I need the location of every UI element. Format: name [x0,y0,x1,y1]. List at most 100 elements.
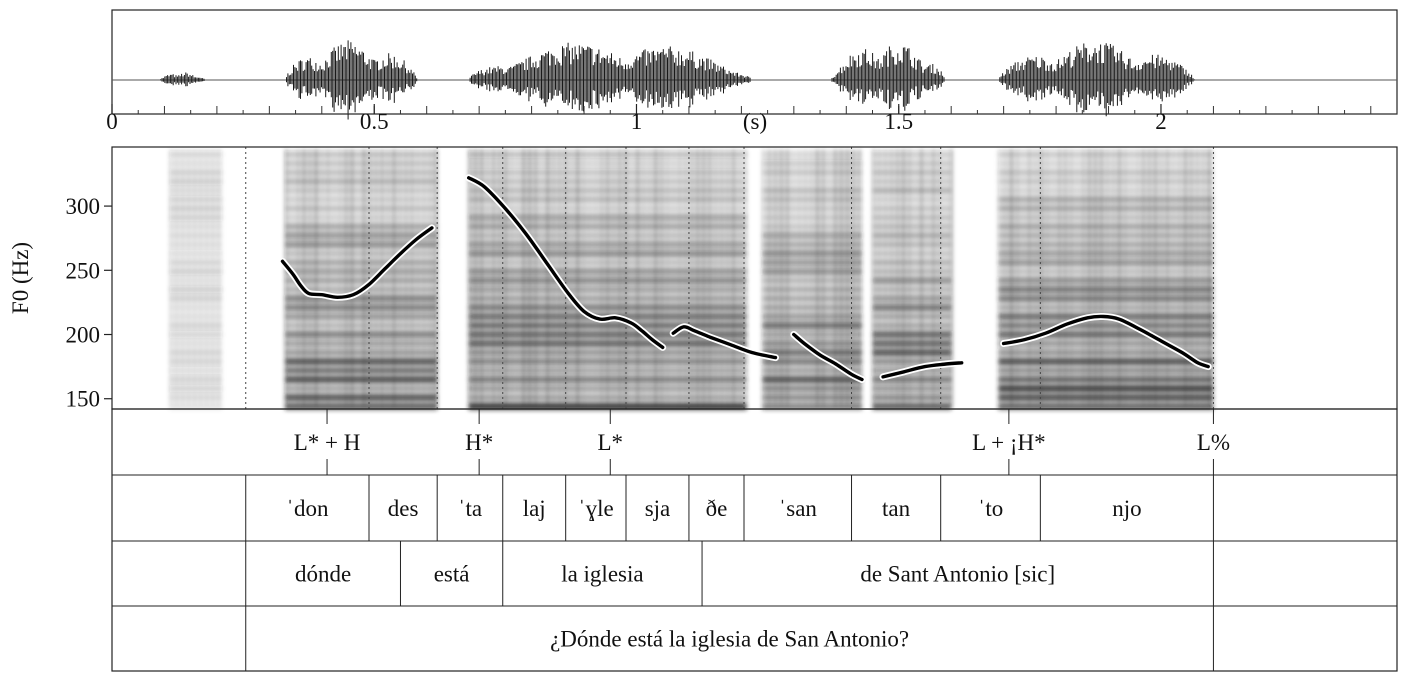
spectrogram-band [285,232,438,239]
time-tick-label: 1 [631,109,643,134]
spectrogram-pulse [387,149,390,407]
spectrogram-pulse [732,149,735,407]
spectrogram-pulse [399,149,402,407]
spectrogram-pulse [217,149,220,407]
spectrogram-pulse [199,149,202,407]
spectrogram-band [872,385,952,392]
spectrogram-band [998,349,1214,356]
spectrogram-pulse [902,149,905,407]
spectrogram-pulse [381,149,384,407]
spectrogram-band [998,151,1214,158]
spectrogram-band [872,151,952,158]
time-tick-label: 0.5 [360,109,389,134]
segment-boundaries [245,147,1214,409]
spectrogram-pulse [1124,149,1127,407]
syllable-label: ˈdon [286,496,329,521]
spectrogram-pulse [315,149,318,407]
spectrogram-pulse [810,149,813,407]
spectrogram-pulse [780,149,783,407]
spectrogram-band [998,259,1214,266]
spectrogram-band [998,367,1214,374]
spectrogram-pulse [1160,149,1163,407]
spectrogram-pulse [351,149,354,407]
spectrogram-pulse [1184,149,1187,407]
spectrogram-pulse [950,149,953,407]
spectrogram-band [872,349,952,356]
spectrogram-pulse [309,149,312,407]
syllable-label: njo [1112,496,1141,521]
spectrogram-pulse [840,149,843,407]
spectrogram-pulse [774,149,777,407]
spectrogram-pulse [654,149,657,407]
waveform-burst [160,72,205,87]
spectrogram-band [872,268,952,275]
spectrogram-pulse [504,149,507,407]
f0-axis: 300 250 200 150 [66,194,112,412]
spectrogram-pulse [498,149,501,407]
spectrogram-pulse [534,149,537,407]
spectrogram-pulse [285,149,288,407]
spectrogram-band [998,385,1214,392]
spectrogram-pulse [1070,149,1073,407]
tone-label: L% [1197,430,1230,455]
spectrogram-pulse [872,149,875,407]
spectrogram-band [998,340,1214,347]
spectrogram-band [169,358,223,365]
spectrogram-pulse [1118,149,1121,407]
spectrogram-band [285,187,438,194]
spectrogram-pulse [423,149,426,407]
spectrogram-pulse [708,149,711,407]
spectrogram-pulse [193,149,196,407]
spectrogram-band [169,241,223,248]
spectrogram-band [285,304,438,311]
spectrogram-band [169,259,223,266]
spectrogram-band [169,304,223,311]
syllable-tier: ˈdon des ˈta laj ˈɣle sja ðe ˈsan tan ˈto njo [245,475,1214,541]
spectrogram-band [169,403,223,410]
spectrogram-band [998,304,1214,311]
pitch-line [280,226,434,300]
annotation-tiers: L* + H H* L* L + ¡H* L% ˈdon des ˈta laj ˈɣle sja… [111,408,1398,672]
spectrogram-band [872,178,952,185]
spectrogram-pulse [480,149,483,407]
spectrogram-pulse [690,149,693,407]
spectrogram-band [285,214,438,221]
spectrogram-pulse [618,149,621,407]
spectrogram-pulse [486,149,489,407]
spectrogram-pulse [798,149,801,407]
spectrogram-pulse [1016,149,1019,407]
spectrogram-pulse [1046,149,1049,407]
spectrogram-pulse [339,149,342,407]
spectrogram-pulse [576,149,579,407]
spectrogram-pulse [834,149,837,407]
spectrogram-pulse [468,149,471,407]
spectrogram-pulse [630,149,633,407]
spectrogram-band [872,322,952,329]
spectrogram-pulse [1076,149,1079,407]
word-label: está [434,562,470,587]
pitch-contour [279,174,1212,383]
spectrogram-pulse [600,149,603,407]
spectrogram-band [285,169,438,176]
spectrogram-band [872,196,952,203]
spectrogram-band [285,295,438,302]
f0-tick-label: 200 [66,323,101,348]
spectrogram-band [998,214,1214,221]
spectrogram-band [872,232,952,239]
spectrogram-band [872,205,952,212]
spectrogram-pulse [181,149,184,407]
spectrogram-band [998,394,1214,401]
spectrogram-band [285,349,438,356]
y-axis-label: F0 (Hz) [8,242,33,314]
spectrogram-band [169,205,223,212]
spectrogram-pulse [327,149,330,407]
spectrogram-band [169,232,223,239]
spectrogram-pulse [642,149,645,407]
spectrogram-pulse [1028,149,1031,407]
time-tick-label: 0 [106,109,118,134]
spectrogram-pulse [1004,149,1007,407]
word-label: la iglesia [561,562,643,587]
spectrogram-pulse [822,149,825,407]
spectrogram-pulse [944,149,947,407]
spectrogram-pulse [828,149,831,407]
